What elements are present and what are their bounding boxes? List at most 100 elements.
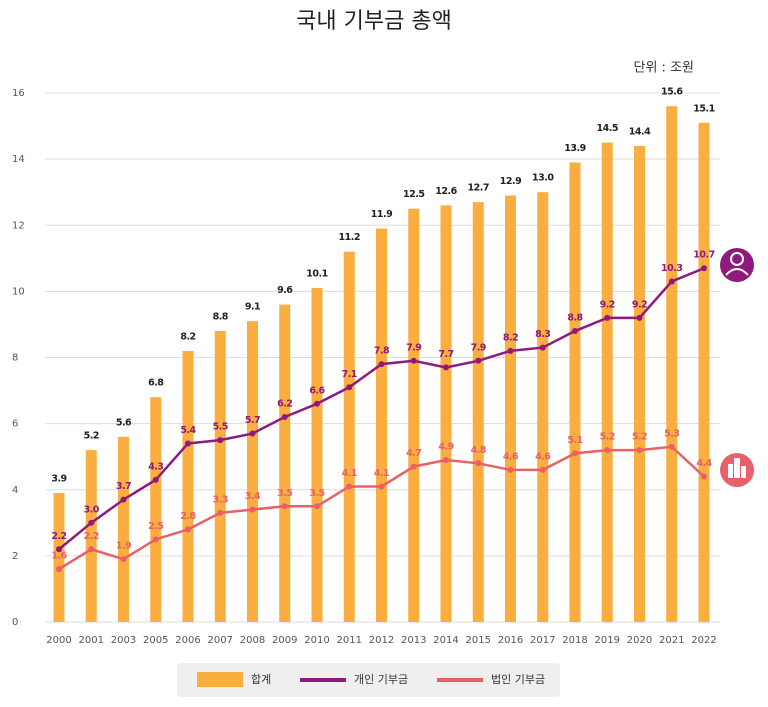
x-tick-label: 2006 bbox=[175, 635, 200, 646]
point bbox=[668, 278, 675, 285]
x-tick-label: 2013 bbox=[401, 635, 426, 646]
line-value-label: 3.3 bbox=[213, 494, 228, 505]
bar-value-label: 8.2 bbox=[180, 331, 195, 342]
line-value-label: 7.9 bbox=[471, 342, 486, 353]
point bbox=[410, 463, 417, 470]
point bbox=[120, 556, 127, 563]
line-value-label: 2.8 bbox=[180, 511, 196, 522]
bar-value-label: 12.6 bbox=[435, 186, 457, 197]
bar-value-label: 9.6 bbox=[277, 285, 293, 296]
bar-value-label: 5.2 bbox=[84, 431, 99, 442]
point bbox=[636, 314, 643, 321]
bar-value-label: 8.8 bbox=[213, 312, 229, 323]
legend-box bbox=[177, 663, 560, 697]
bar-value-label: 12.7 bbox=[468, 183, 489, 194]
legend-swatch bbox=[197, 672, 243, 687]
x-tick-label: 2007 bbox=[208, 635, 233, 646]
point bbox=[539, 344, 546, 351]
point bbox=[701, 265, 707, 272]
point bbox=[152, 476, 159, 483]
y-tick-label: 4 bbox=[12, 485, 18, 496]
point bbox=[249, 430, 256, 437]
line-value-label: 5.2 bbox=[600, 432, 615, 443]
point bbox=[217, 509, 224, 516]
line-value-label: 2.5 bbox=[148, 521, 163, 532]
bar-value-label: 13.0 bbox=[532, 173, 554, 184]
line-value-label: 5.4 bbox=[180, 425, 196, 436]
x-tick-label: 2021 bbox=[659, 635, 684, 646]
point bbox=[572, 328, 578, 335]
y-tick-label: 10 bbox=[12, 286, 25, 297]
bar-value-label: 15.6 bbox=[661, 87, 683, 98]
building-icon bbox=[720, 453, 754, 487]
line-value-label: 2.2 bbox=[84, 531, 99, 542]
x-tick-label: 2017 bbox=[530, 635, 555, 646]
point bbox=[120, 496, 127, 503]
bar bbox=[85, 450, 97, 622]
line-value-label: 7.1 bbox=[342, 369, 357, 380]
bar-value-label: 9.1 bbox=[245, 302, 260, 313]
line-value-label: 1.9 bbox=[116, 541, 131, 552]
bar-value-label: 5.6 bbox=[116, 417, 132, 428]
y-tick-label: 16 bbox=[12, 88, 25, 99]
y-tick-label: 6 bbox=[12, 419, 18, 430]
x-tick-label: 2001 bbox=[79, 635, 104, 646]
legend-label: 개인 기부금 bbox=[354, 673, 408, 686]
x-tick-label: 2011 bbox=[337, 635, 362, 646]
point bbox=[604, 447, 611, 454]
legend-label: 법인 기부금 bbox=[491, 673, 545, 686]
point bbox=[56, 546, 62, 553]
line-value-label: 3.5 bbox=[277, 488, 292, 499]
point bbox=[152, 536, 159, 543]
point bbox=[314, 503, 320, 510]
line-value-label: 8.2 bbox=[503, 332, 518, 343]
bar bbox=[601, 142, 613, 622]
line-value-label: 5.5 bbox=[213, 422, 228, 433]
bar bbox=[666, 106, 678, 623]
bar bbox=[343, 251, 355, 622]
line-value-label: 7.7 bbox=[438, 349, 453, 360]
bar-value-label: 14.4 bbox=[629, 126, 651, 137]
line-value-label: 7.9 bbox=[406, 342, 421, 353]
point bbox=[281, 503, 288, 510]
line-value-label: 3.7 bbox=[116, 481, 131, 492]
point bbox=[314, 400, 320, 407]
chart-title: 국내 기부금 총액 bbox=[296, 9, 452, 34]
line-value-label: 5.2 bbox=[632, 432, 647, 443]
x-tick-label: 2022 bbox=[691, 635, 716, 646]
line-value-label: 2.2 bbox=[51, 531, 66, 542]
line-value-label: 8.8 bbox=[567, 313, 583, 324]
bar-value-label: 10.1 bbox=[306, 269, 327, 280]
line-value-label: 4.6 bbox=[503, 451, 519, 462]
line-value-label: 9.2 bbox=[600, 299, 615, 310]
bar bbox=[118, 436, 129, 622]
line-value-label: 4.1 bbox=[342, 468, 357, 479]
bar bbox=[53, 493, 65, 622]
line-value-label: 5.7 bbox=[245, 415, 260, 426]
bar bbox=[408, 208, 420, 622]
x-tick-label: 2005 bbox=[143, 635, 168, 646]
bar bbox=[634, 145, 645, 622]
x-tick-label: 2003 bbox=[111, 635, 136, 646]
person-icon bbox=[720, 248, 754, 282]
bar bbox=[247, 321, 258, 622]
bar bbox=[150, 397, 162, 622]
point bbox=[636, 447, 643, 454]
line-value-label: 4.3 bbox=[148, 461, 163, 472]
point bbox=[475, 460, 482, 467]
point bbox=[572, 450, 578, 457]
point bbox=[185, 526, 191, 533]
bar-value-label: 11.9 bbox=[371, 209, 392, 220]
x-tick-label: 2015 bbox=[466, 635, 491, 646]
point bbox=[668, 443, 675, 450]
point bbox=[217, 437, 224, 444]
point bbox=[378, 483, 385, 490]
point bbox=[507, 347, 514, 354]
line-value-label: 3.5 bbox=[309, 488, 324, 499]
line-value-label: 3.0 bbox=[84, 504, 100, 515]
bar bbox=[440, 205, 452, 622]
legend-label: 합계 bbox=[251, 673, 271, 686]
bar bbox=[182, 350, 194, 622]
x-tick-label: 2020 bbox=[627, 635, 652, 646]
